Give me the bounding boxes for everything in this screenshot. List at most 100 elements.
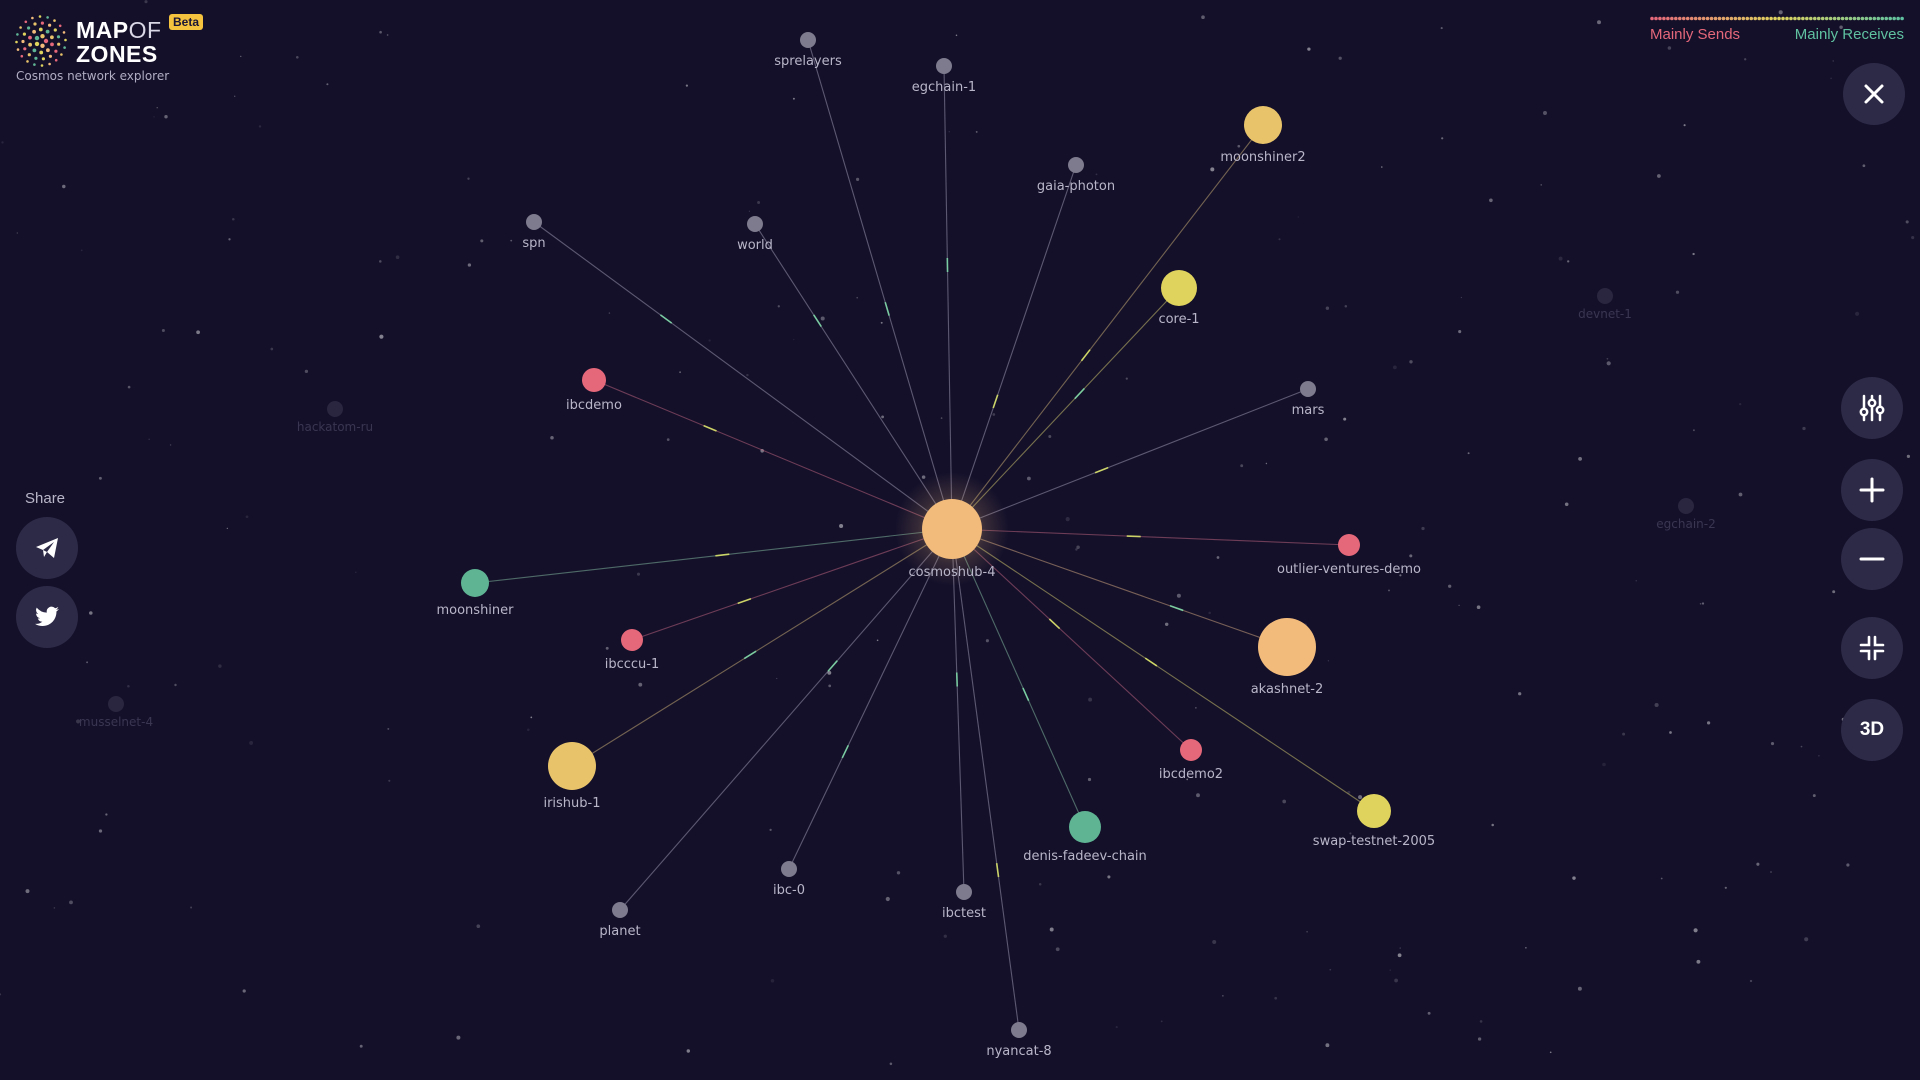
- star: [232, 217, 235, 221]
- zone-dot[interactable]: [621, 629, 643, 651]
- zone-dot[interactable]: [936, 58, 952, 74]
- collapse-view-button[interactable]: [1841, 617, 1903, 679]
- zone-node-gaia-photon[interactable]: gaia-photon: [1037, 157, 1115, 194]
- zone-dot[interactable]: [612, 902, 628, 918]
- zone-node-nyancat-8[interactable]: nyancat-8: [986, 1022, 1052, 1059]
- zone-dot[interactable]: [1258, 618, 1316, 676]
- zone-node-moonshiner[interactable]: moonshiner: [436, 569, 514, 618]
- zone-node-swap-testnet-2005[interactable]: swap-testnet-2005: [1313, 794, 1435, 849]
- zone-nodes[interactable]: cosmoshub-4 sprelayers egchain-1 moonshiner…: [436, 32, 1435, 1059]
- zone-dot[interactable]: [1244, 106, 1282, 144]
- zone-node-irishub-1[interactable]: irishub-1: [543, 742, 601, 811]
- zone-node-spn[interactable]: spn: [522, 214, 546, 251]
- star: [1460, 296, 1463, 299]
- star: [881, 415, 885, 419]
- star: [1706, 721, 1711, 725]
- zone-dot[interactable]: [800, 32, 816, 48]
- zone-link: [943, 65, 953, 530]
- zone-node-ibc-0[interactable]: ibc-0: [773, 861, 805, 898]
- zone-node-mars[interactable]: mars: [1292, 381, 1325, 418]
- star: [1756, 862, 1760, 866]
- star: [379, 30, 382, 34]
- zone-node-outlier-ventures-demo[interactable]: outlier-ventures-demo: [1277, 534, 1421, 577]
- zone-node-sprelayers[interactable]: sprelayers: [774, 32, 842, 69]
- star: [827, 670, 832, 675]
- star: [1675, 290, 1680, 294]
- star: [1812, 794, 1816, 798]
- zone-node-cosmoshub-4[interactable]: cosmoshub-4: [909, 499, 996, 580]
- zoom-in-button[interactable]: [1841, 459, 1903, 521]
- zone-node-ibcdemo[interactable]: ibcdemo: [566, 368, 622, 413]
- traffic-particle: [992, 394, 999, 409]
- star: [820, 316, 825, 321]
- star: [1832, 590, 1836, 594]
- star: [1075, 548, 1078, 551]
- plus-icon: [1859, 477, 1885, 503]
- star: [148, 438, 151, 441]
- star: [777, 305, 780, 308]
- zone-dot[interactable]: [461, 569, 489, 597]
- star: [1087, 777, 1092, 782]
- close-button[interactable]: [1843, 63, 1905, 125]
- zone-node-core-1[interactable]: core-1: [1158, 270, 1200, 327]
- zone-dot[interactable]: [548, 742, 596, 790]
- star: [1606, 361, 1611, 366]
- zone-dot[interactable]: [922, 499, 982, 559]
- zone-label: moonshiner: [436, 603, 514, 618]
- star: [1265, 462, 1268, 465]
- zone-label: nyancat-8: [986, 1044, 1051, 1059]
- star: [1739, 402, 1742, 406]
- zone-node-egchain-1[interactable]: egchain-1: [912, 58, 976, 95]
- zone-node-planet[interactable]: planet: [599, 902, 641, 939]
- share-telegram-button[interactable]: [16, 517, 78, 579]
- zone-dot[interactable]: [526, 214, 542, 230]
- legend-dot: [1721, 16, 1726, 21]
- zone-dot[interactable]: [1011, 1022, 1027, 1038]
- zone-dot[interactable]: [1161, 270, 1197, 306]
- background-zone-label: devnet-1: [1578, 307, 1632, 321]
- star: [16, 232, 18, 234]
- zone-node-world[interactable]: world: [737, 216, 773, 253]
- zone-node-moonshiner2[interactable]: moonshiner2: [1220, 106, 1306, 165]
- app-logo[interactable]: MAPOF ZONES Beta Cosmos network explorer: [14, 14, 214, 84]
- zone-dot[interactable]: [1069, 811, 1101, 843]
- zone-node-akashnet-2[interactable]: akashnet-2: [1251, 618, 1324, 697]
- star: [388, 779, 391, 782]
- zone-dot[interactable]: [956, 884, 972, 900]
- logo-dot: [38, 15, 42, 18]
- zone-dot[interactable]: [1338, 534, 1360, 556]
- zone-node-ibcccu-1[interactable]: ibcccu-1: [605, 629, 660, 672]
- star: [1832, 60, 1834, 62]
- zoom-out-button[interactable]: [1841, 528, 1903, 590]
- zone-dot[interactable]: [582, 368, 606, 392]
- logo-dot: [56, 35, 61, 39]
- zone-dot[interactable]: [1300, 381, 1316, 397]
- zone-link: [571, 528, 953, 767]
- zone-node-ibcdemo2[interactable]: ibcdemo2: [1159, 739, 1223, 782]
- star: [270, 347, 274, 351]
- zone-label: ibcccu-1: [605, 657, 660, 672]
- zone-dot[interactable]: [747, 216, 763, 232]
- star: [1778, 10, 1783, 15]
- zone-dot[interactable]: [1357, 794, 1391, 828]
- star: [161, 328, 165, 333]
- zone-dot[interactable]: [781, 861, 797, 877]
- zone-label: denis-fadeev-chain: [1023, 849, 1147, 864]
- legend-dot: [1797, 16, 1801, 21]
- twitter-icon: [35, 606, 59, 626]
- 3d-mode-button[interactable]: 3D: [1841, 699, 1903, 761]
- zone-node-ibctest[interactable]: ibctest: [942, 884, 986, 921]
- zone-dot[interactable]: [1180, 739, 1202, 761]
- zone-node-denis-fadeev-chain[interactable]: denis-fadeev-chain: [1023, 811, 1147, 864]
- zone-dot[interactable]: [1068, 157, 1084, 173]
- legend-mainly-receives: Mainly Receives: [1794, 26, 1904, 43]
- logo-dot: [64, 38, 67, 42]
- star: [889, 1062, 893, 1066]
- logo-dot: [20, 54, 24, 58]
- star: [940, 417, 943, 419]
- star: [379, 260, 382, 263]
- share-twitter-button[interactable]: [16, 586, 78, 648]
- star: [1660, 877, 1663, 880]
- settings-button[interactable]: [1841, 377, 1903, 439]
